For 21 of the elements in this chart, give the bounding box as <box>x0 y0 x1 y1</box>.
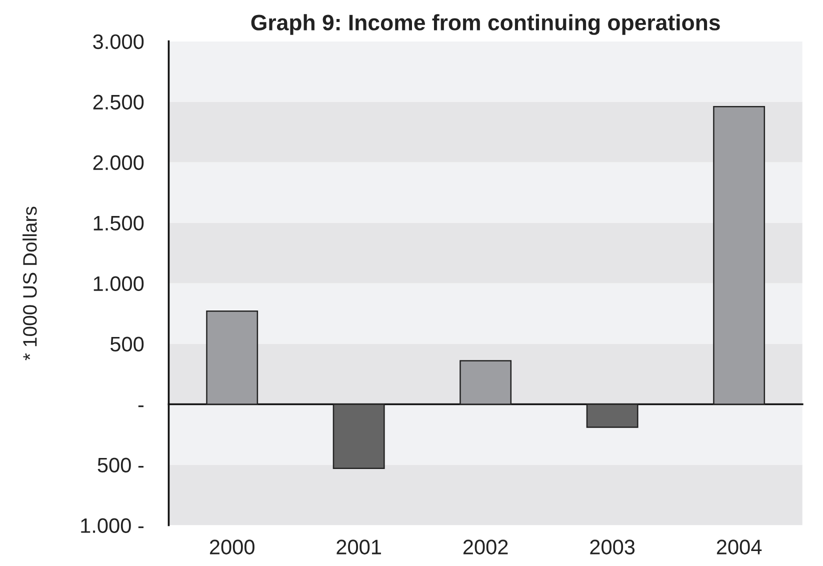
x-tick-label: 2003 <box>590 540 635 554</box>
chart-title: Graph 9: Income from continuing operations <box>251 14 720 35</box>
y-tick-label: 1.000 - <box>81 518 144 533</box>
y-tick-label: 2.500 <box>93 94 144 110</box>
bar <box>206 310 258 405</box>
y-tick-label: 500 - <box>98 458 144 473</box>
x-tick-label: 2000 <box>210 540 254 554</box>
y-tick-label: 500 <box>110 336 144 352</box>
y-tick-label: 1.000 <box>94 276 144 292</box>
x-tick-label: 2002 <box>463 540 508 554</box>
y-tick-label: 2.000 <box>93 155 144 170</box>
x-tick-label: 2004 <box>716 540 762 554</box>
y-axis-title: * 1000 US Dollars <box>22 206 37 360</box>
y-tick-label: 1.500 <box>94 216 144 231</box>
y-tick-label: - <box>138 405 144 408</box>
x-tick-label: 2001 <box>336 540 381 554</box>
bar <box>713 106 766 405</box>
y-tick-label: 3.000 <box>93 34 144 50</box>
bar <box>332 404 385 470</box>
bar <box>460 360 512 405</box>
bar <box>586 404 638 428</box>
